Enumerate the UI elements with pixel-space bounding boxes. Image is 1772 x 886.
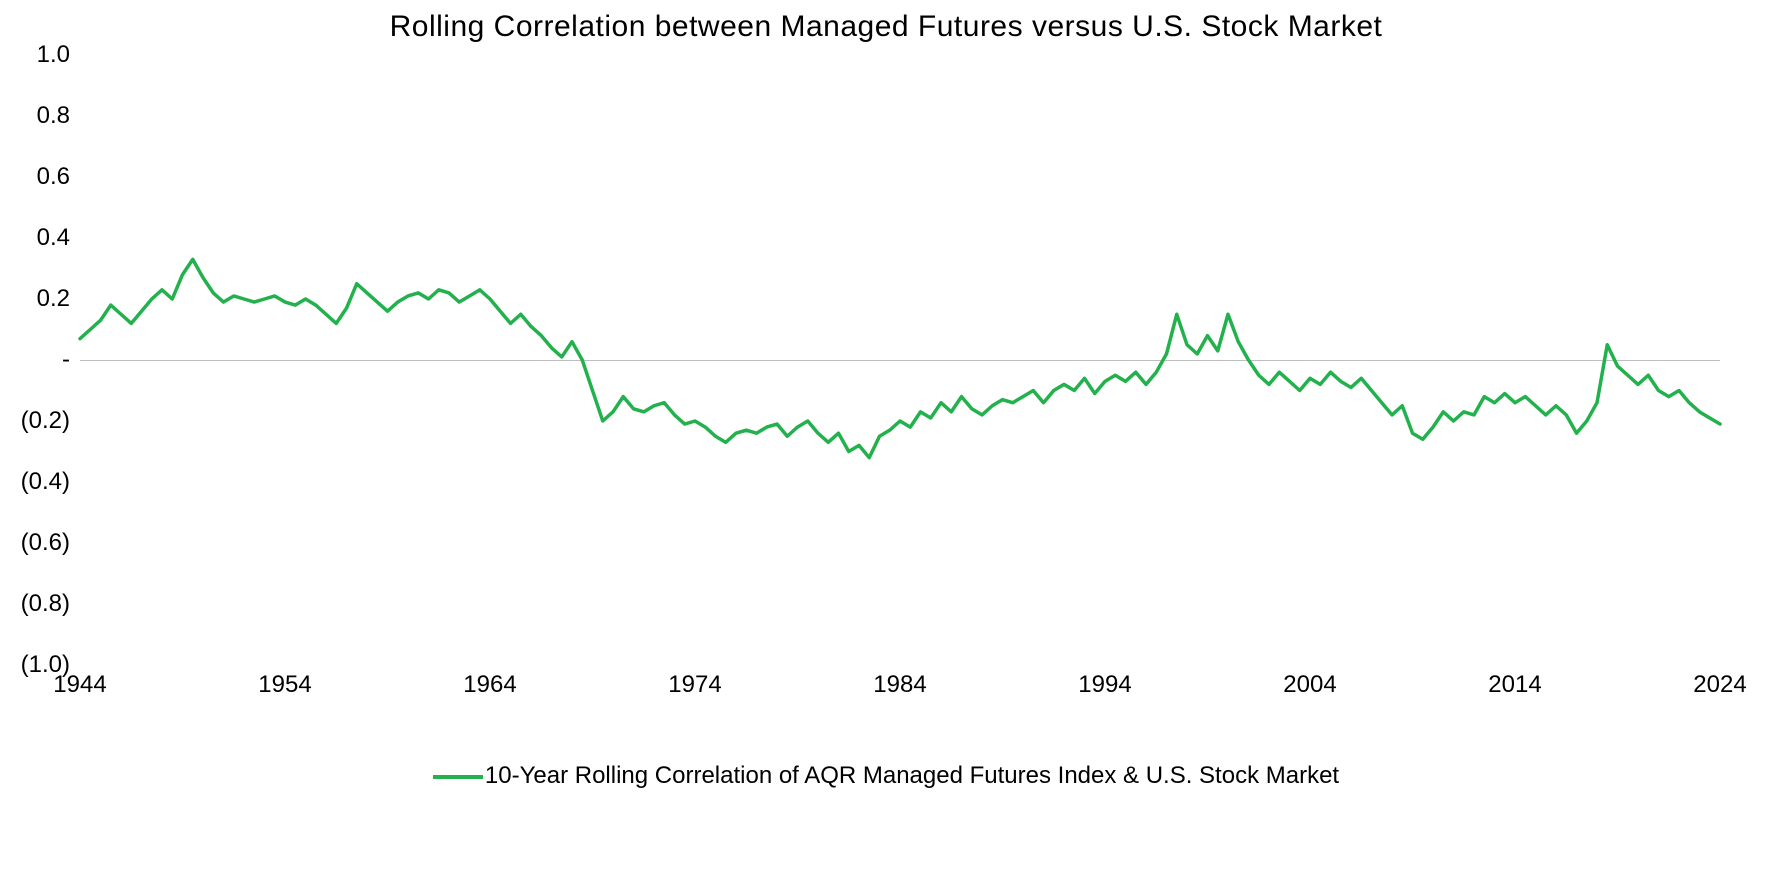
x-tick-label: 1984 — [873, 665, 926, 699]
chart-title: Rolling Correlation between Managed Futu… — [0, 10, 1772, 44]
x-tick-label: 1954 — [258, 665, 311, 699]
y-tick-label: (0.6) — [21, 529, 80, 557]
legend-line-swatch — [433, 775, 483, 779]
y-tick-label: 0.2 — [37, 285, 80, 313]
y-tick-label: 0.8 — [37, 102, 80, 130]
y-tick-label: (0.4) — [21, 468, 80, 496]
series-svg — [80, 55, 1720, 665]
y-tick-label: (0.8) — [21, 590, 80, 618]
x-tick-label: 2024 — [1693, 665, 1746, 699]
x-tick-label: 2014 — [1488, 665, 1541, 699]
y-tick-label: (0.2) — [21, 407, 80, 435]
y-tick-label: 0.6 — [37, 163, 80, 191]
plot-area: (1.0)(0.8)(0.6)(0.4)(0.2)-0.20.40.60.81.… — [80, 55, 1720, 665]
series-line — [80, 259, 1720, 457]
x-tick-label: 2004 — [1283, 665, 1336, 699]
x-tick-label: 1944 — [53, 665, 106, 699]
legend-series-label: 10-Year Rolling Correlation of AQR Manag… — [485, 762, 1339, 789]
chart-container: Rolling Correlation between Managed Futu… — [0, 0, 1772, 886]
legend: 10-Year Rolling Correlation of AQR Manag… — [0, 762, 1772, 790]
x-tick-label: 1974 — [668, 665, 721, 699]
y-tick-label: 1.0 — [37, 41, 80, 69]
y-tick-label: 0.4 — [37, 224, 80, 252]
x-tick-label: 1994 — [1078, 665, 1131, 699]
y-tick-label: - — [62, 346, 80, 374]
x-tick-label: 1964 — [463, 665, 516, 699]
